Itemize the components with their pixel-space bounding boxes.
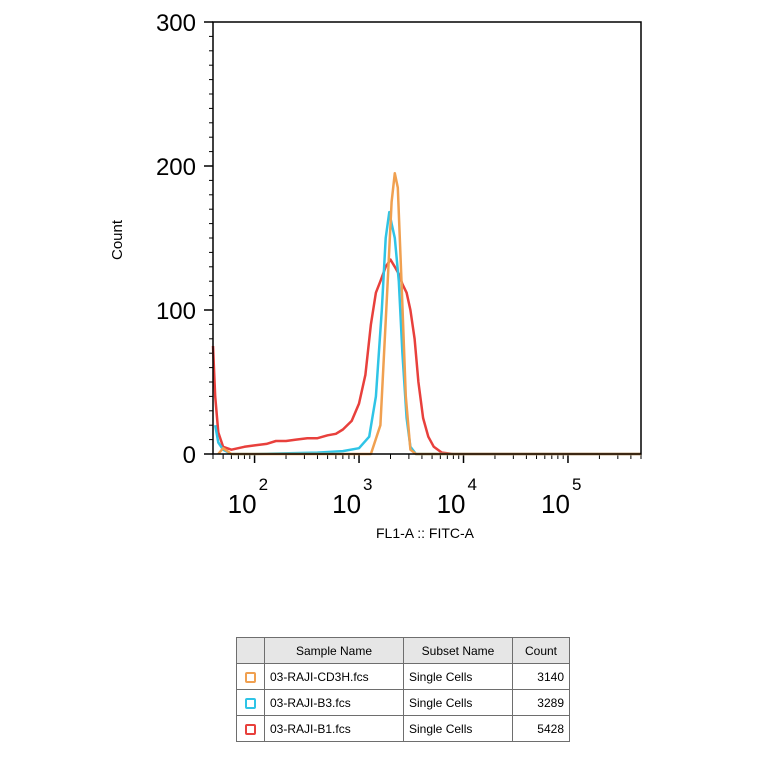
legend-swatch	[245, 671, 256, 683]
legend-swatch	[245, 723, 256, 735]
legend-subset-name: Single Cells	[403, 689, 513, 716]
legend-table: Sample Name Subset Name Count 03-RAJI-CD…	[236, 637, 570, 742]
legend-swatch	[245, 697, 256, 709]
x-tick-exponent: 2	[259, 475, 268, 494]
series-layer	[211, 171, 641, 456]
x-tick-label: 10	[541, 489, 570, 519]
legend-sample-name: 03-RAJI-CD3H.fcs	[264, 663, 404, 690]
series-line	[213, 210, 641, 456]
y-tick-label: 0	[183, 442, 196, 469]
legend-header-sample: Sample Name	[264, 637, 404, 664]
legend-swatch-cell	[236, 689, 265, 716]
y-tick-label: 100	[156, 298, 196, 325]
legend-swatch-cell	[236, 663, 265, 690]
y-tick-label: 200	[156, 154, 196, 181]
legend-row: 03-RAJI-CD3H.fcs Single Cells 3140	[236, 663, 570, 690]
x-tick-label: 10	[332, 489, 361, 519]
series-line	[217, 171, 641, 456]
legend-header-count: Count	[512, 637, 570, 664]
legend-header-subset: Subset Name	[403, 637, 513, 664]
legend-count: 3289	[512, 689, 570, 716]
x-tick-label: 10	[228, 489, 257, 519]
series-line	[211, 258, 641, 456]
legend-sample-name: 03-RAJI-B1.fcs	[264, 715, 404, 742]
legend-header-row: Sample Name Subset Name Count	[236, 637, 570, 664]
plot-frame	[212, 21, 642, 455]
legend-row: 03-RAJI-B1.fcs Single Cells 5428	[236, 715, 570, 742]
legend-swatch-cell	[236, 715, 265, 742]
legend-sample-name: 03-RAJI-B3.fcs	[264, 689, 404, 716]
x-tick-label: 10	[437, 489, 466, 519]
legend-subset-name: Single Cells	[403, 715, 513, 742]
y-axis-label: Count	[109, 219, 126, 260]
x-tick-exponent: 5	[572, 475, 581, 494]
y-tick-label: 300	[156, 10, 196, 37]
legend-header-swatch	[236, 637, 265, 664]
legend-count: 3140	[512, 663, 570, 690]
x-tick-exponent: 4	[468, 475, 477, 494]
legend-row: 03-RAJI-B3.fcs Single Cells 3289	[236, 689, 570, 716]
legend-count: 5428	[512, 715, 570, 742]
legend-subset-name: Single Cells	[403, 663, 513, 690]
y-axis: 0 100 200 300	[156, 10, 213, 469]
x-tick-exponent: 3	[363, 475, 372, 494]
x-axis-label: FL1-A :: FITC-A	[376, 525, 475, 541]
